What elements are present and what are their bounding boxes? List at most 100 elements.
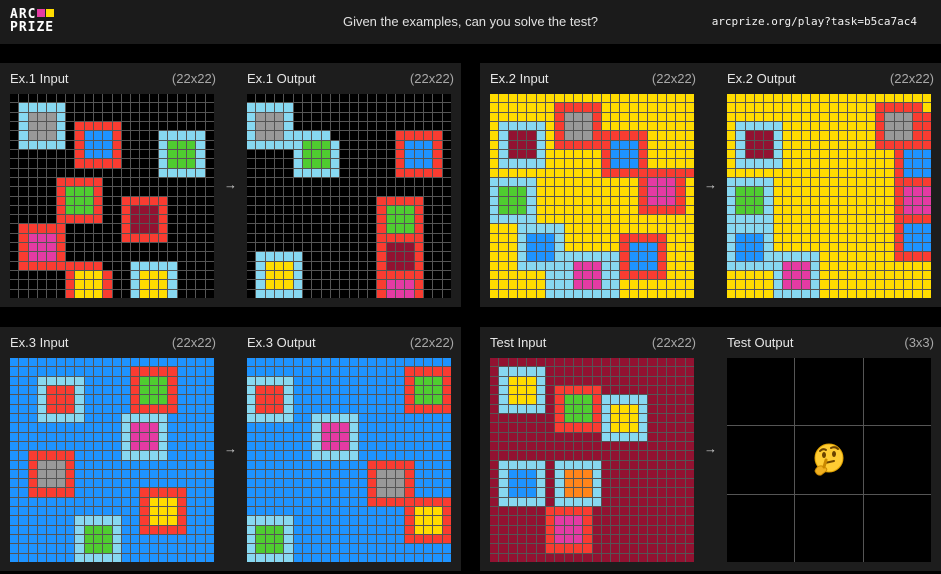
- grid-cell: [754, 205, 764, 215]
- grid-cell: [131, 451, 140, 460]
- grid-cell: [75, 140, 84, 149]
- grid-cell: [490, 289, 499, 298]
- grid-cell: [573, 271, 583, 280]
- grid-cell: [177, 243, 187, 252]
- grid-cell: [28, 131, 37, 140]
- grid-cell: [368, 367, 377, 376]
- grid-cell: [527, 376, 536, 385]
- grid-cell: [103, 271, 112, 280]
- grid-cell: [358, 140, 368, 149]
- grid-cell: [508, 149, 517, 159]
- grid-cell: [168, 413, 177, 423]
- grid-cell: [131, 140, 140, 149]
- grid-cell: [424, 149, 433, 159]
- grid-cell: [414, 280, 424, 289]
- grid-cell: [848, 252, 857, 261]
- grid-cell[interactable]: [863, 426, 931, 494]
- grid-cell: [196, 280, 205, 289]
- grid-cell[interactable]: [795, 358, 863, 426]
- grid-cell: [792, 271, 801, 280]
- grid-cell: [274, 224, 284, 233]
- grid-cell: [84, 451, 93, 460]
- grid-cell: [583, 140, 592, 149]
- grid-cell[interactable]: [727, 494, 795, 562]
- grid-cell: [75, 553, 84, 562]
- grid-cell: [112, 460, 121, 469]
- grid-cell: [564, 497, 573, 507]
- grid-cell: [414, 215, 424, 224]
- grid-cell: [405, 441, 414, 451]
- grid-cell: [187, 94, 196, 103]
- grid-cell: [639, 516, 648, 525]
- grid-cell: [442, 367, 451, 376]
- grid-cell[interactable]: [727, 358, 795, 426]
- grid-cell: [131, 469, 140, 479]
- grid-cell: [754, 159, 764, 168]
- grid-cell: [848, 159, 857, 168]
- grid-cell[interactable]: [795, 494, 863, 562]
- grid-cell: [829, 289, 838, 298]
- grid-cell: [405, 488, 414, 497]
- grid-cell: [857, 215, 866, 224]
- grid-cell: [284, 131, 293, 140]
- grid-cell: [205, 131, 214, 140]
- grid-cell: [433, 460, 442, 469]
- grid-cell: [396, 252, 405, 261]
- grid-cell: [573, 112, 583, 121]
- grid-cell: [745, 243, 754, 252]
- grid-cell: [555, 395, 564, 404]
- grid-cell: [386, 553, 396, 562]
- grid-cell: [838, 187, 848, 196]
- grid-cell: [810, 131, 820, 140]
- grid-cell: [648, 233, 657, 243]
- task-url[interactable]: arcprize.org/play?task=b5ca7ac4: [711, 15, 917, 28]
- grid-cell: [103, 159, 112, 168]
- grid-cell[interactable]: [863, 494, 931, 562]
- grid-cell: [676, 159, 685, 168]
- grid-cell: [256, 358, 265, 367]
- grid-cell: [293, 451, 302, 460]
- grid-cell: [648, 404, 657, 413]
- grid-cell: [667, 488, 676, 497]
- grid-cell: [396, 289, 405, 298]
- grid-cell: [358, 252, 368, 261]
- grid-cell: [885, 149, 894, 159]
- grid-cell: [302, 423, 312, 432]
- grid-cell: [168, 280, 177, 289]
- grid-cell: [414, 413, 424, 423]
- grid-cell: [922, 233, 931, 243]
- grid-cell: [247, 177, 256, 187]
- grid-cell: [885, 271, 894, 280]
- grid-cell: [583, 131, 592, 140]
- grid-cell: [536, 168, 545, 177]
- grid-cell[interactable]: [727, 426, 795, 494]
- grid-cell: [782, 131, 792, 140]
- grid-cell: [368, 395, 377, 404]
- grid-cell: [196, 112, 205, 121]
- grid-cell: [792, 187, 801, 196]
- grid-cell: [810, 149, 820, 159]
- grid-cell: [187, 367, 196, 376]
- grid-cell: [657, 131, 667, 140]
- grid-cell: [536, 385, 545, 395]
- grid-cell: [37, 507, 47, 516]
- grid-cell: [545, 103, 555, 112]
- grid-cell: [256, 252, 265, 261]
- grid-cell: [386, 140, 396, 149]
- grid-cell: [764, 243, 773, 252]
- grid-cell: [187, 177, 196, 187]
- grid-cell: [159, 488, 168, 497]
- grid-cell: [349, 469, 358, 479]
- grid-cell: [442, 280, 451, 289]
- grid-cell[interactable]: [863, 358, 931, 426]
- grid-cell: [205, 376, 214, 385]
- grid-cell: [10, 140, 19, 149]
- grid-cell: [293, 544, 302, 553]
- grid-cell: [140, 525, 149, 535]
- grid-cell: [810, 280, 820, 289]
- grid-cell: [527, 252, 536, 261]
- grid-cell: [573, 413, 583, 423]
- grid-cell: [349, 215, 358, 224]
- arc-prize-logo[interactable]: ARC PRIZE: [10, 7, 55, 35]
- grid-cell: [801, 168, 810, 177]
